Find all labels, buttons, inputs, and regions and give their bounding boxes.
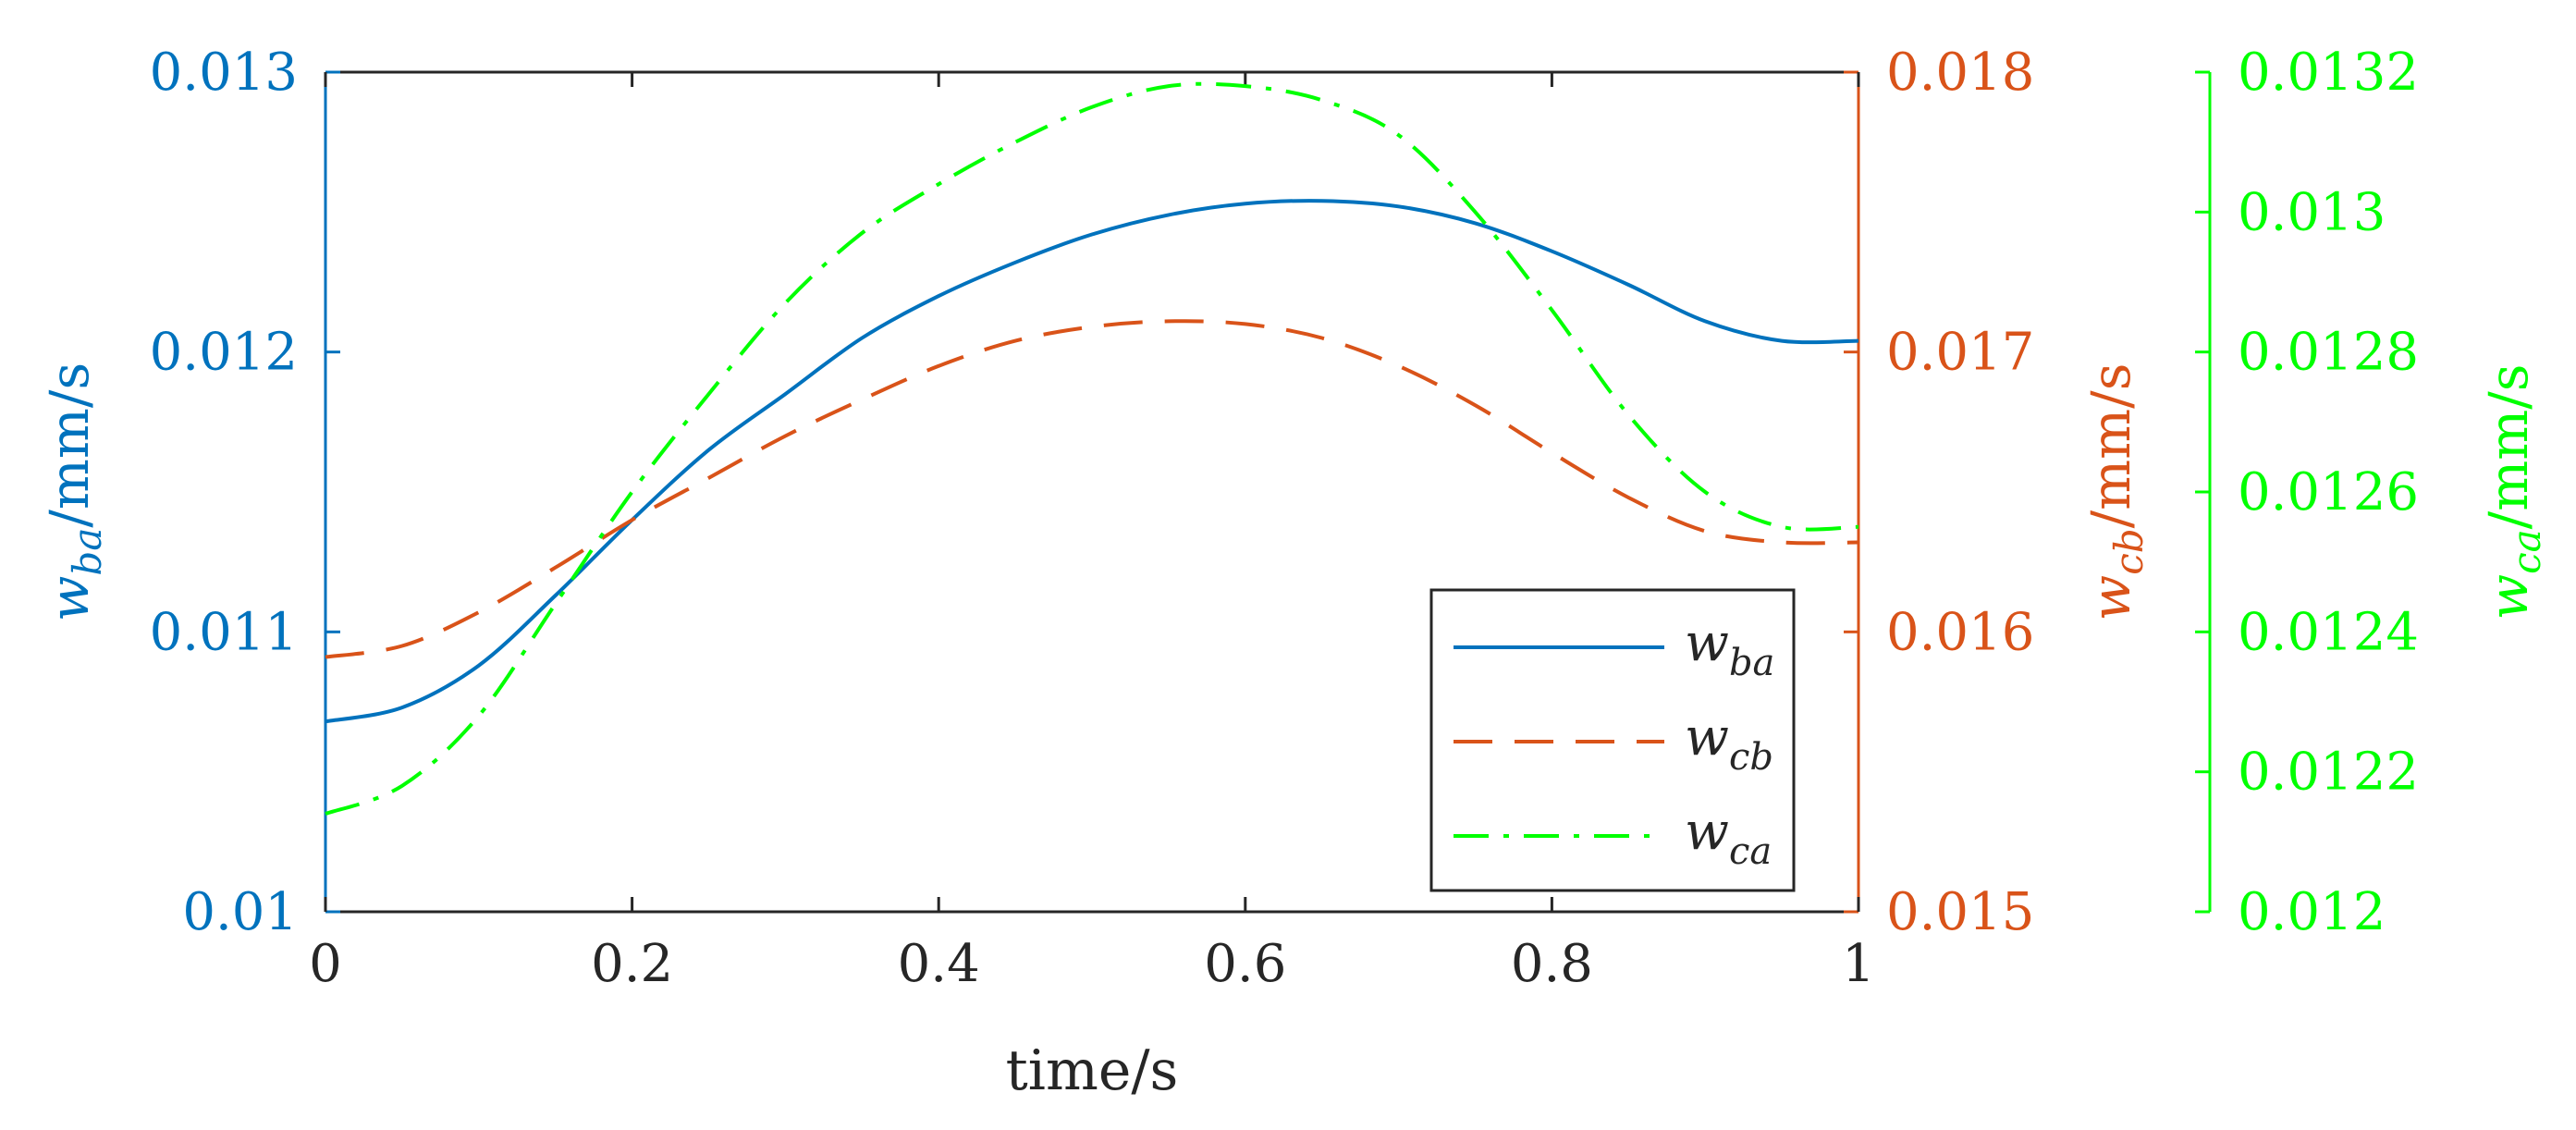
x-axis-tick-label: 0.6 — [1204, 934, 1286, 994]
axis-ba-label-unit: /mm/s — [38, 362, 101, 528]
axis-ba-tick-label: 0.012 — [150, 323, 298, 383]
axis-ca-tick-label: 0.0132 — [2238, 43, 2419, 103]
legend-label-var: w — [1685, 802, 1729, 862]
series-line-cb — [325, 319, 1859, 659]
axis-ca-tick-label: 0.0128 — [2238, 323, 2419, 383]
axis-cb-ticks: 0.015 0.016 0.017 0.018 — [1844, 43, 2034, 942]
x-axis-tick-label: 0 — [309, 934, 342, 994]
x-axis-label: time/s — [1006, 1038, 1179, 1103]
axis-ba: 0.01 0.011 0.012 0.013 wba/mm/s — [38, 43, 340, 942]
axis-ba-tick-label: 0.01 — [182, 882, 298, 942]
axis-ca: 0.012 0.0122 0.0124 0.0126 0.0128 0.013 0.0132… — [2195, 43, 2549, 942]
x-axis-ticks: 0 0.2 0.4 0.6 0.8 1 — [309, 72, 1875, 994]
axis-ca-label: wca/mm/s — [2477, 363, 2549, 620]
axis-ba-label: wba/mm/s — [38, 362, 110, 621]
axis-cb-label: wcb/mm/s — [2079, 363, 2152, 621]
series-lines — [325, 81, 1859, 816]
axis-ca-tick-label: 0.012 — [2238, 882, 2386, 942]
axis-ba-tick-label: 0.013 — [150, 43, 298, 103]
axis-cb: 0.015 0.016 0.017 0.018 wcb/mm/s — [1844, 43, 2152, 942]
x-axis-tick-label: 0.4 — [898, 934, 980, 994]
axis-ca-tick-label: 0.0122 — [2238, 743, 2419, 803]
x-axis-tick-label: 0.2 — [591, 934, 673, 994]
axis-cb-tick-label: 0.016 — [1886, 602, 2034, 662]
axis-ca-label-sub: ca — [2504, 529, 2549, 574]
axis-cb-tick-label: 0.018 — [1886, 43, 2034, 103]
axis-ba-ticks: 0.01 0.011 0.012 0.013 — [150, 43, 340, 942]
legend-label-cb: wcb — [1685, 707, 1773, 779]
legend-label-sub: cb — [1729, 736, 1773, 779]
legend-label-sub: ba — [1729, 642, 1774, 684]
axis-ca-tick-label: 0.0124 — [2238, 602, 2419, 662]
axis-cb-label-sub: cb — [2106, 528, 2152, 574]
legend-label-ba: wba — [1685, 613, 1774, 684]
axis-cb-tick-label: 0.015 — [1886, 882, 2034, 942]
legend-label-sub: ca — [1729, 830, 1772, 873]
x-axis-tick-label: 1 — [1842, 934, 1875, 994]
axis-cb-label-var: w — [2079, 575, 2142, 621]
axis-ca-label-var: w — [2477, 574, 2540, 620]
axis-ca-label-unit: /mm/s — [2477, 363, 2540, 529]
axis-cb-label-unit: /mm/s — [2079, 363, 2142, 529]
axis-cb-tick-label: 0.017 — [1886, 323, 2034, 383]
x-axis: 0 0.2 0.4 0.6 0.8 1 time/s — [309, 72, 1875, 1103]
axis-ba-tick-label: 0.011 — [150, 602, 298, 662]
axis-ca-ticks: 0.012 0.0122 0.0124 0.0126 0.0128 0.013 0.0132 — [2195, 43, 2419, 942]
axis-ba-label-sub: ba — [65, 528, 110, 576]
series-line-ca — [325, 81, 1859, 816]
legend-label-var: w — [1685, 707, 1729, 768]
legend-label-var: w — [1685, 613, 1729, 673]
x-axis-tick-label: 0.8 — [1511, 934, 1593, 994]
axis-ca-tick-label: 0.013 — [2238, 182, 2386, 242]
axis-ca-tick-label: 0.0126 — [2238, 462, 2419, 522]
legend-label-ca: wca — [1685, 802, 1772, 873]
axis-ba-label-var: w — [38, 576, 101, 622]
